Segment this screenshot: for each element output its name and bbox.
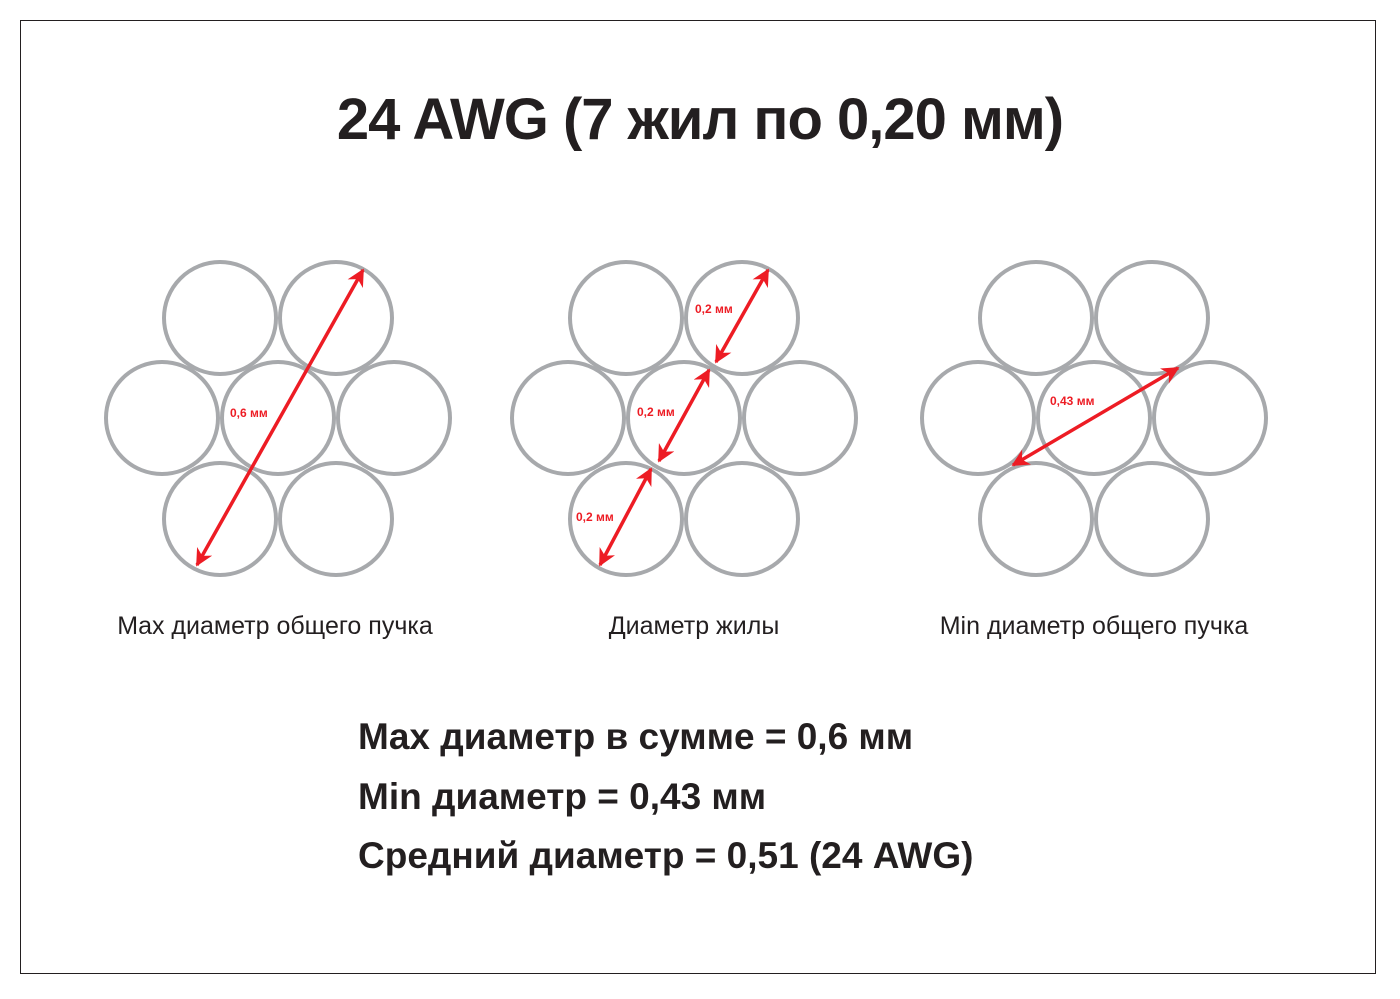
strand-circle bbox=[336, 360, 452, 476]
dimension-arrow bbox=[598, 467, 653, 567]
strand-circle bbox=[1094, 260, 1210, 376]
strand-circle bbox=[978, 461, 1094, 577]
max-diameter-label: 0,6 мм bbox=[230, 406, 268, 420]
strand-circle bbox=[568, 461, 684, 577]
page-frame bbox=[20, 20, 1376, 974]
strand-diameter-label-top: 0,2 мм bbox=[695, 302, 733, 316]
summary-min: Min диаметр = 0,43 мм bbox=[358, 776, 767, 817]
dimension-arrow bbox=[1011, 366, 1180, 467]
strand-circle bbox=[684, 260, 800, 376]
page-title: 24 AWG (7 жил по 0,20 мм) bbox=[336, 87, 1064, 152]
strand-circle bbox=[684, 461, 800, 577]
strand-circle bbox=[978, 260, 1094, 376]
strand-circle bbox=[162, 260, 278, 376]
dimension-arrow bbox=[195, 268, 365, 567]
strand-diameter-label-middle: 0,2 мм bbox=[637, 405, 675, 419]
max-diameter-caption: Max диаметр общего пучка bbox=[117, 612, 433, 640]
summary-max: Max диаметр в сумме = 0,6 мм bbox=[358, 716, 914, 757]
dimension-arrow bbox=[714, 268, 770, 364]
strand-circle bbox=[1152, 360, 1268, 476]
min-diameter-label: 0,43 мм bbox=[1050, 394, 1095, 408]
strand-circle bbox=[278, 461, 394, 577]
strand-diameter-label-bottom: 0,2 мм bbox=[576, 510, 614, 524]
summary-average: Средний диаметр = 0,51 (24 AWG) bbox=[358, 835, 974, 876]
strand-circle bbox=[568, 260, 684, 376]
min-diameter-caption: Min диаметр общего пучка bbox=[939, 612, 1249, 640]
strand-circle bbox=[626, 360, 742, 476]
strand-circle bbox=[742, 360, 858, 476]
strand-circle bbox=[920, 360, 1036, 476]
dimension-arrow bbox=[657, 368, 711, 463]
strand-circle bbox=[510, 360, 626, 476]
strand-diameter-caption: Диаметр жилы bbox=[608, 612, 780, 640]
strand-circle bbox=[162, 461, 278, 577]
strand-circle bbox=[1094, 461, 1210, 577]
strand-circle bbox=[104, 360, 220, 476]
